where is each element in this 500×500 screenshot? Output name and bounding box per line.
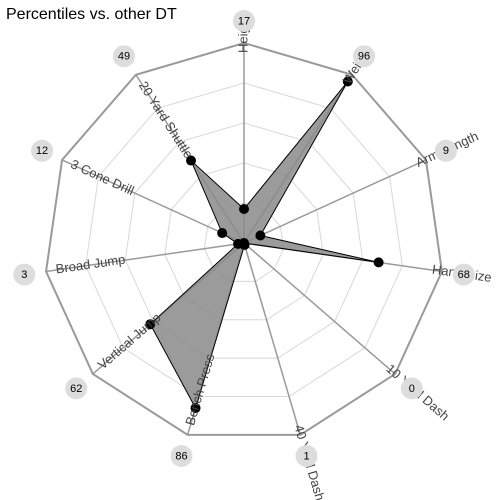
value-badge-circle xyxy=(434,139,457,162)
value-badge: 86 xyxy=(170,445,193,468)
axis-label: Broad Jump xyxy=(55,252,127,277)
value-badge: 9 xyxy=(434,139,457,162)
value-badge: 12 xyxy=(31,139,54,162)
value-badge: 1 xyxy=(295,445,318,468)
value-badge-circle xyxy=(452,263,475,286)
value-badge-text: 49 xyxy=(118,51,130,63)
data-point xyxy=(190,403,201,414)
data-point xyxy=(239,204,249,214)
axis-label: Vertical Jump xyxy=(95,310,164,372)
radar-area xyxy=(149,81,379,410)
value-badge: 68 xyxy=(452,263,475,286)
value-badge: 62 xyxy=(65,377,88,400)
data-point xyxy=(145,319,156,330)
value-badge-circle xyxy=(170,445,193,468)
radar-grid-ring xyxy=(164,162,324,321)
value-badge-text: 1 xyxy=(303,450,309,462)
value-badge-text: 86 xyxy=(175,450,187,462)
value-badge-text: 3 xyxy=(21,269,27,281)
value-badge-text: 12 xyxy=(36,145,48,157)
value-badge-text: 9 xyxy=(443,145,449,157)
value-badge-text: 62 xyxy=(70,383,82,395)
data-point xyxy=(373,257,384,268)
value-badge: 17 xyxy=(233,10,255,32)
axis-label: 20 Yard Shuttle xyxy=(136,79,196,161)
radar-grid-ring xyxy=(124,122,364,359)
value-badge-circle xyxy=(295,445,318,468)
radar-spoke xyxy=(243,242,396,375)
value-badge: 96 xyxy=(353,45,376,68)
value-badge-text: 0 xyxy=(409,383,415,395)
value-badge: 49 xyxy=(112,45,135,68)
value-badge-circle xyxy=(13,263,36,286)
value-badges: 17 96 9 68 0 1 86 62 3 12 49 xyxy=(13,10,475,468)
data-point xyxy=(255,230,266,241)
value-badge-circle xyxy=(353,45,376,68)
axis-label: 3 Cone Drill xyxy=(68,156,136,198)
chart-title: Percentiles vs. other DT xyxy=(6,6,177,23)
radar-spoke xyxy=(45,242,245,273)
data-point xyxy=(217,228,228,239)
radar-grid xyxy=(45,41,443,436)
radar-spoke xyxy=(243,159,427,244)
radar-grid-ring xyxy=(203,202,285,282)
radar-grid-ring xyxy=(85,82,403,398)
radar-series xyxy=(145,76,384,414)
value-badge: 0 xyxy=(400,377,423,400)
data-point xyxy=(186,155,197,166)
value-badge: 3 xyxy=(13,263,36,286)
value-badge-circle xyxy=(112,45,135,68)
data-point xyxy=(342,76,353,87)
value-badge-circle xyxy=(65,377,88,400)
value-badge-circle xyxy=(31,139,54,162)
value-badge-circle xyxy=(400,377,423,400)
value-badge-text: 68 xyxy=(458,269,470,281)
radar-outer-ring xyxy=(45,41,443,436)
value-badge-text: 96 xyxy=(358,51,370,63)
radar-spoke xyxy=(243,242,302,436)
value-badge-circle xyxy=(233,10,255,32)
radar-spoke xyxy=(61,159,245,244)
value-badge-text: 17 xyxy=(238,15,250,27)
data-point xyxy=(233,238,244,249)
